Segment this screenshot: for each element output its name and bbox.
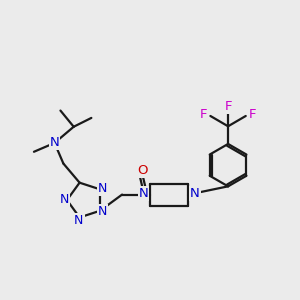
Text: N: N xyxy=(74,214,83,226)
Text: F: F xyxy=(248,108,256,121)
Text: O: O xyxy=(137,164,148,177)
Text: N: N xyxy=(98,182,107,195)
Text: F: F xyxy=(224,100,232,113)
Text: F: F xyxy=(200,108,208,121)
Text: N: N xyxy=(139,187,148,200)
Text: N: N xyxy=(98,205,107,218)
Text: N: N xyxy=(190,187,200,200)
Text: N: N xyxy=(60,193,69,206)
Text: N: N xyxy=(50,136,59,149)
